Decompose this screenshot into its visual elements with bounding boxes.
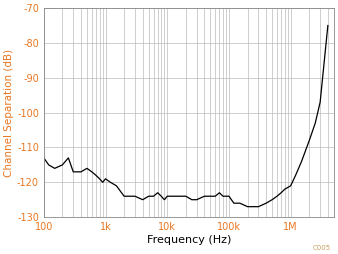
Text: C005: C005	[313, 245, 331, 251]
X-axis label: Frequency (Hz): Frequency (Hz)	[147, 235, 231, 245]
Y-axis label: Channel Separation (dB): Channel Separation (dB)	[4, 49, 14, 177]
